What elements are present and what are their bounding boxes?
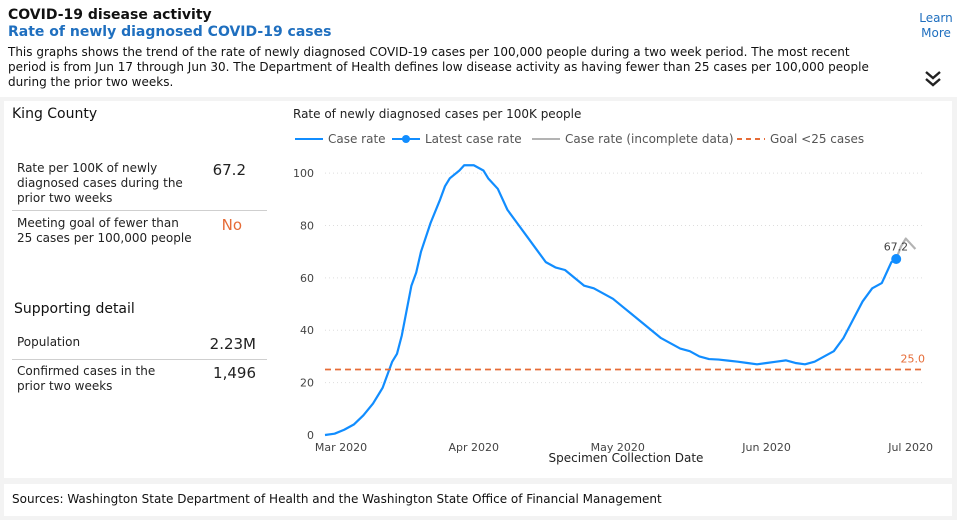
y-tick-label: 80 bbox=[300, 219, 314, 232]
y-tick-label: 60 bbox=[300, 272, 314, 285]
y-tick-label: 0 bbox=[307, 429, 314, 442]
x-tick-label: Jul 2020 bbox=[887, 441, 933, 454]
x-axis: Mar 2020 Apr 2020 May 2020 Jun 2020 Jul 2020 bbox=[315, 441, 933, 454]
chart-series: 25.0 67.2 bbox=[324, 164, 926, 437]
footer-panel bbox=[4, 484, 952, 516]
sources-text: Sources: Washington State Department of … bbox=[12, 492, 662, 506]
chart-title: Rate of newly diagnosed cases per 100K p… bbox=[293, 107, 582, 121]
page-title: COVID-19 disease activity bbox=[8, 7, 212, 23]
y-tick-label: 40 bbox=[300, 324, 314, 337]
divider bbox=[12, 210, 267, 211]
incomplete-data-line bbox=[895, 237, 917, 260]
page-subtitle: Rate of newly diagnosed COVID-19 cases bbox=[8, 24, 332, 40]
latest-case-rate-point[interactable] bbox=[891, 254, 902, 264]
goal-status-value: No bbox=[221, 216, 242, 234]
confirmed-cases-label: Confirmed cases in the prior two weeks bbox=[17, 364, 156, 393]
y-tick-label: 20 bbox=[300, 377, 314, 390]
legend-goal-label: Goal <25 cases bbox=[770, 132, 864, 146]
learn-more-link[interactable]: Learn More bbox=[919, 11, 953, 40]
confirmed-cases-value: 1,496 bbox=[213, 364, 256, 382]
x-tick-label: Apr 2020 bbox=[449, 441, 500, 454]
legend-latest-label: Latest case rate bbox=[425, 132, 522, 146]
supporting-detail-title: Supporting detail bbox=[14, 301, 135, 317]
chart-gridlines bbox=[325, 172, 925, 384]
chart-legend: Case rate Latest case rate Case rate (in… bbox=[295, 132, 864, 146]
population-value: 2.23M bbox=[209, 335, 256, 353]
county-name: King County bbox=[12, 106, 98, 122]
goal-label: Meeting goal of fewer than 25 cases per … bbox=[17, 216, 192, 245]
latest-value-label: 67.2 bbox=[884, 240, 909, 253]
population-label: Population bbox=[17, 335, 81, 349]
x-tick-label: Jun 2020 bbox=[741, 441, 791, 454]
rate-value: 67.2 bbox=[212, 161, 246, 179]
description-text: This graphs shows the trend of the rate … bbox=[8, 45, 869, 89]
content-panel bbox=[4, 101, 952, 478]
legend-latest-dot bbox=[402, 135, 410, 143]
rate-label: Rate per 100K of newly diagnosed cases d… bbox=[17, 161, 183, 205]
double-chevron-down-icon[interactable] bbox=[922, 68, 944, 90]
legend-incomplete-label: Case rate (incomplete data) bbox=[565, 132, 734, 146]
x-axis-title: Specimen Collection Date bbox=[549, 451, 704, 465]
x-tick-label: May 2020 bbox=[591, 441, 645, 454]
y-tick-label: 100 bbox=[293, 167, 314, 180]
x-tick-label: Mar 2020 bbox=[315, 441, 367, 454]
header-panel bbox=[0, 0, 957, 97]
legend-case-rate-label: Case rate bbox=[328, 132, 386, 146]
y-axis: 0 20 40 60 80 100 bbox=[293, 167, 314, 442]
goal-value-label: 25.0 bbox=[901, 353, 926, 366]
case-rate-line bbox=[324, 164, 901, 437]
divider bbox=[12, 359, 267, 360]
